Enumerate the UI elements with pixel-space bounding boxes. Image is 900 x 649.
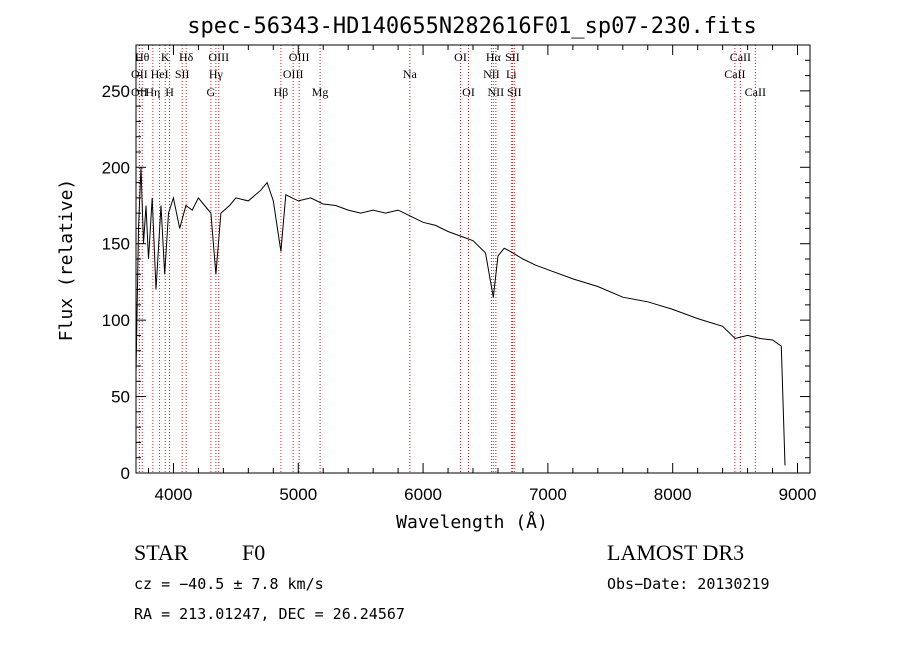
- object-class-label: STAR: [134, 540, 189, 565]
- spectral-line-label: K: [161, 50, 170, 64]
- spectral-line-label: Hγ: [209, 67, 224, 81]
- spectral-line-label: SII: [505, 50, 520, 64]
- spectral-line-labels: OIIHθOIIHηHeIKHSIIHδGHγOIIIHβOIIIOIIIMgN…: [131, 50, 766, 99]
- spectral-line-label: Na: [403, 67, 418, 81]
- x-tick-label: 9000: [779, 485, 817, 504]
- spectral-line-label: H: [165, 85, 174, 99]
- y-tick-label: 200: [102, 158, 130, 177]
- object-subclass-label: F0: [242, 540, 265, 565]
- spectral-line-label: NII: [488, 85, 505, 99]
- y-tick-label: 0: [121, 464, 130, 483]
- spectral-line-label: OI: [462, 85, 475, 99]
- y-tick-label: 150: [102, 235, 130, 254]
- spectral-line-markers: [138, 45, 756, 473]
- spectral-line-label: Hβ: [274, 85, 289, 99]
- spectral-line-label: OIII: [283, 67, 304, 81]
- spectral-line-label: SII: [175, 67, 190, 81]
- survey-label: LAMOST DR3: [607, 540, 744, 565]
- y-tick-label: 250: [102, 82, 130, 101]
- spectral-line-label: HeI: [151, 67, 169, 81]
- spectral-line-label: OII: [131, 85, 148, 99]
- spectral-line-label: SII: [507, 85, 522, 99]
- x-tick-label: 5000: [279, 485, 317, 504]
- x-tick-label: 4000: [155, 485, 193, 504]
- x-tick-label: 6000: [404, 485, 442, 504]
- plot-frame: [135, 44, 811, 474]
- y-tick-label: 100: [102, 311, 130, 330]
- chart-title: spec-56343-HD140655N282616F01_sp07-230.f…: [187, 14, 757, 39]
- spectral-line-label: OIII: [289, 50, 310, 64]
- spectrum-series-line: [135, 167, 786, 466]
- obs-date-text: Obs−Date: 20130219: [607, 575, 770, 593]
- spectral-line-label: Li: [506, 67, 517, 81]
- spectral-line-label: OIII: [208, 50, 229, 64]
- spectral-line-label: Hθ: [135, 50, 150, 64]
- spectral-line-label: CaII: [724, 67, 745, 81]
- y-tick-label: 50: [111, 388, 130, 407]
- x-tick-label: 7000: [529, 485, 567, 504]
- spectral-line-label: Hα: [486, 50, 502, 64]
- x-axis-label: Wavelength (Å): [396, 511, 548, 533]
- spectral-line-label: OII: [131, 67, 148, 81]
- x-tick-label: 8000: [654, 485, 692, 504]
- spectral-line-label: CaII: [745, 85, 766, 99]
- spectral-line-label: Mg: [312, 85, 329, 99]
- spectral-line-label: G: [207, 85, 216, 99]
- spectral-line-label: Hδ: [179, 50, 194, 64]
- y-axis-label: Flux (relative): [56, 179, 77, 342]
- redshift-text: cz = −40.5 ± 7.8 km/s: [134, 575, 324, 593]
- spectral-line-label: OI: [454, 50, 467, 64]
- spectral-line-label: Hη: [145, 85, 160, 99]
- ra-dec-text: RA = 213.01247, DEC = 26.24567: [134, 605, 405, 623]
- spectral-line-label: NII: [483, 67, 500, 81]
- x-axis-ticks: 4000 5000 6000 7000 8000 9000: [147, 45, 817, 504]
- spectral-line-label: CaII: [730, 50, 751, 64]
- y-axis-ticks: 0 50 100 150 200 250: [102, 59, 810, 483]
